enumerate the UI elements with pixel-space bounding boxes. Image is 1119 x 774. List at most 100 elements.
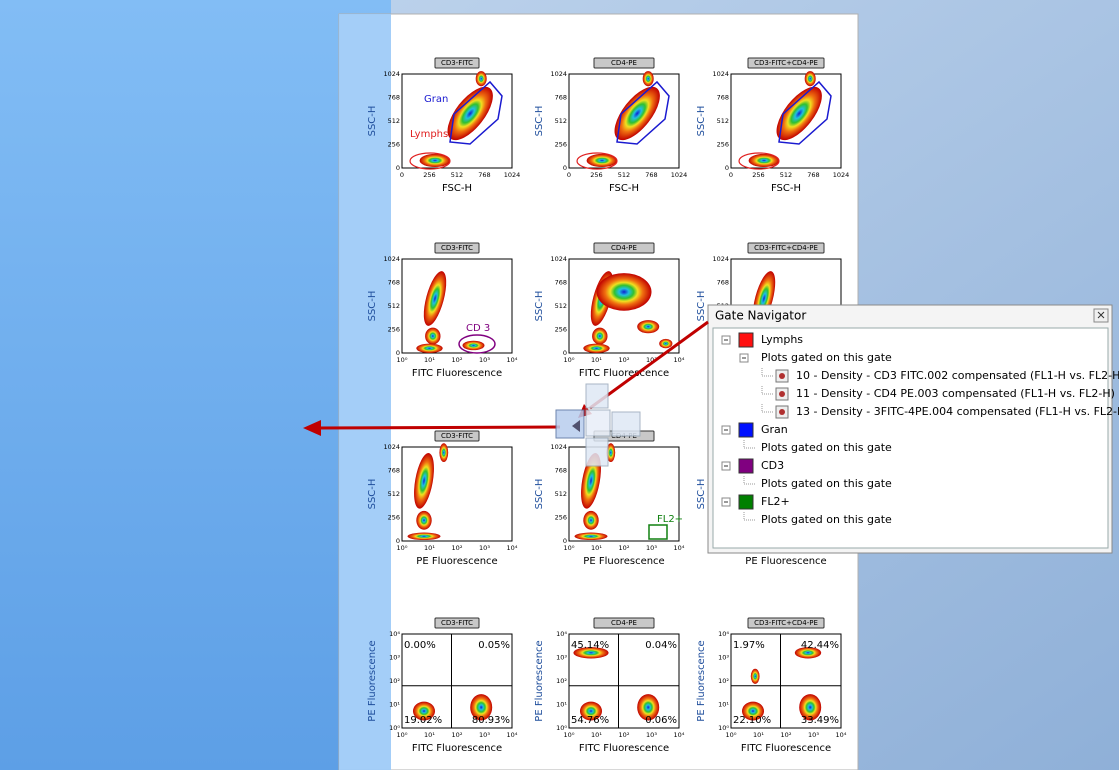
x-tick-label: 10¹ (424, 544, 435, 552)
x-tick-label: 256 (752, 171, 764, 179)
dock-right[interactable] (611, 411, 641, 437)
x-tick-label: 10¹ (591, 731, 602, 739)
dock-top[interactable] (585, 383, 609, 409)
density-blob (776, 86, 822, 141)
density-blob (414, 453, 434, 509)
plot: CD3-FITC 0 256 512 768 1024 0 256 512 768 1024 FSC-… (367, 57, 521, 194)
y-tick-label: 10⁴ (718, 630, 729, 638)
density-blob (583, 510, 599, 530)
gate-name: FL2+ (761, 495, 790, 508)
plot-tag-box (747, 57, 825, 69)
x-tick-label: 10² (619, 356, 630, 364)
plot-tag-box (434, 242, 480, 254)
y-tick-label: 10² (389, 677, 400, 685)
gated-plot[interactable]: 13 - Density - 3FITC-4PE.004 compensated… (796, 405, 1119, 418)
x-tick-label: 1024 (671, 171, 688, 179)
child-label: Plots gated on this gate (761, 513, 892, 526)
x-tick-label: 512 (618, 171, 630, 179)
x-axis-label: FITC Fluorescence (741, 743, 831, 754)
dock-arrow-head (303, 420, 321, 436)
x-tick-label: 768 (807, 171, 819, 179)
gate-navigator: Gate Navigator Lymphs Plots gated on this… (707, 304, 1119, 554)
x-tick-label: 10⁴ (507, 731, 518, 739)
y-tick-label: 0 (396, 164, 400, 172)
dock-guide (555, 383, 641, 467)
density-blob (419, 153, 451, 168)
y-axis-label: SSC-H (367, 106, 378, 137)
x-tick-label: 10⁰ (397, 731, 408, 739)
x-tick-label: 10² (619, 544, 630, 552)
x-tick-label: 10⁴ (507, 544, 518, 552)
gate-label: Gran (424, 94, 448, 105)
y-tick-label: 0 (563, 349, 567, 357)
density-blob (614, 86, 660, 141)
y-tick-label: 512 (388, 490, 400, 498)
x-tick-label: 10¹ (424, 356, 435, 364)
quadrant-percent: 0.04% (645, 640, 677, 651)
plot-tag-box (593, 242, 655, 254)
y-tick-label: 0 (396, 537, 400, 545)
plot-tag-box (434, 617, 480, 629)
x-axis-label: FSC-H (609, 183, 639, 194)
x-tick-label: 10⁰ (564, 356, 575, 364)
x-tick-label: 10¹ (591, 544, 602, 552)
gate-outline (738, 152, 780, 170)
dock-bottom[interactable] (585, 437, 609, 467)
quadrant-percent: 19.02% (404, 715, 442, 726)
plot-area (401, 258, 513, 354)
plot-tag-box (747, 617, 825, 629)
dock-preview (339, 14, 391, 770)
density-blob (748, 153, 780, 168)
child-label: Plots gated on this gate (761, 351, 892, 364)
y-tick-label: 256 (388, 326, 400, 334)
y-tick-label: 1024 (550, 443, 567, 451)
density-blob (407, 532, 441, 541)
x-tick-label: 10³ (646, 544, 657, 552)
x-tick-label: 10⁰ (397, 356, 408, 364)
density-blob (447, 86, 493, 141)
y-tick-label: 0 (563, 537, 567, 545)
y-tick-label: 10³ (389, 654, 400, 662)
y-axis-label: SSC-H (696, 479, 707, 510)
plot-tag: CD3-FITC (441, 432, 473, 440)
plot-tag: CD3-FITC+CD4-PE (754, 59, 818, 67)
x-tick-label: 10⁴ (507, 356, 518, 364)
plot-tag-box (593, 57, 655, 69)
x-axis-label: PE Fluorescence (583, 556, 664, 567)
y-tick-label: 768 (388, 94, 400, 102)
x-tick-label: 1024 (504, 171, 521, 179)
quadrant-percent: 0.06% (645, 715, 677, 726)
x-tick-label: 10¹ (753, 731, 764, 739)
plot: CD3-FITC+CD4-PE 0 256 512 768 1024 0 256 512 768 1… (696, 57, 849, 194)
tree-line (743, 512, 756, 521)
quadrant-percent: 80.93% (472, 715, 510, 726)
x-tick-label: 10⁴ (674, 356, 685, 364)
dock-center[interactable] (585, 409, 611, 437)
y-axis-label: SSC-H (534, 479, 545, 510)
y-tick-label: 10⁴ (389, 630, 400, 638)
x-tick-label: 768 (478, 171, 490, 179)
y-axis-label: SSC-H (534, 291, 545, 322)
plot-tag-box (434, 430, 480, 442)
gate-name: Gran (761, 423, 788, 436)
quadrant-percent: 54.76% (571, 715, 609, 726)
y-tick-label: 768 (555, 467, 567, 475)
plot: CD4-PE 10⁰ 10¹ 10² 10³ 10⁴ 0 256 512 768 1024 FITC … (534, 242, 685, 379)
navigator-title: Gate Navigator (715, 309, 806, 323)
gated-plot[interactable]: 11 - Density - CD4 PE.003 compensated (F… (796, 387, 1115, 400)
quadrant-percent: 0.00% (404, 640, 436, 651)
gate-swatch (738, 458, 754, 474)
quadrant-percent: 1.97% (733, 640, 765, 651)
density-blob (581, 453, 601, 509)
y-tick-label: 10¹ (556, 701, 567, 709)
gate-swatch (738, 422, 754, 438)
x-tick-label: 10² (619, 731, 630, 739)
gated-plot[interactable]: 10 - Density - CD3 FITC.002 compensated … (796, 369, 1119, 382)
y-tick-label: 1024 (383, 443, 400, 451)
gate-label: FL2+ (657, 514, 683, 525)
gate-outline (449, 80, 503, 145)
density-blob (462, 340, 485, 351)
plot-tag-box (747, 242, 825, 254)
plot: CD4-PE 10⁰ 10¹ 10² 10³ 10⁴ 10⁰ 10¹ 10² 10³ 10⁴ FITC… (534, 617, 685, 754)
